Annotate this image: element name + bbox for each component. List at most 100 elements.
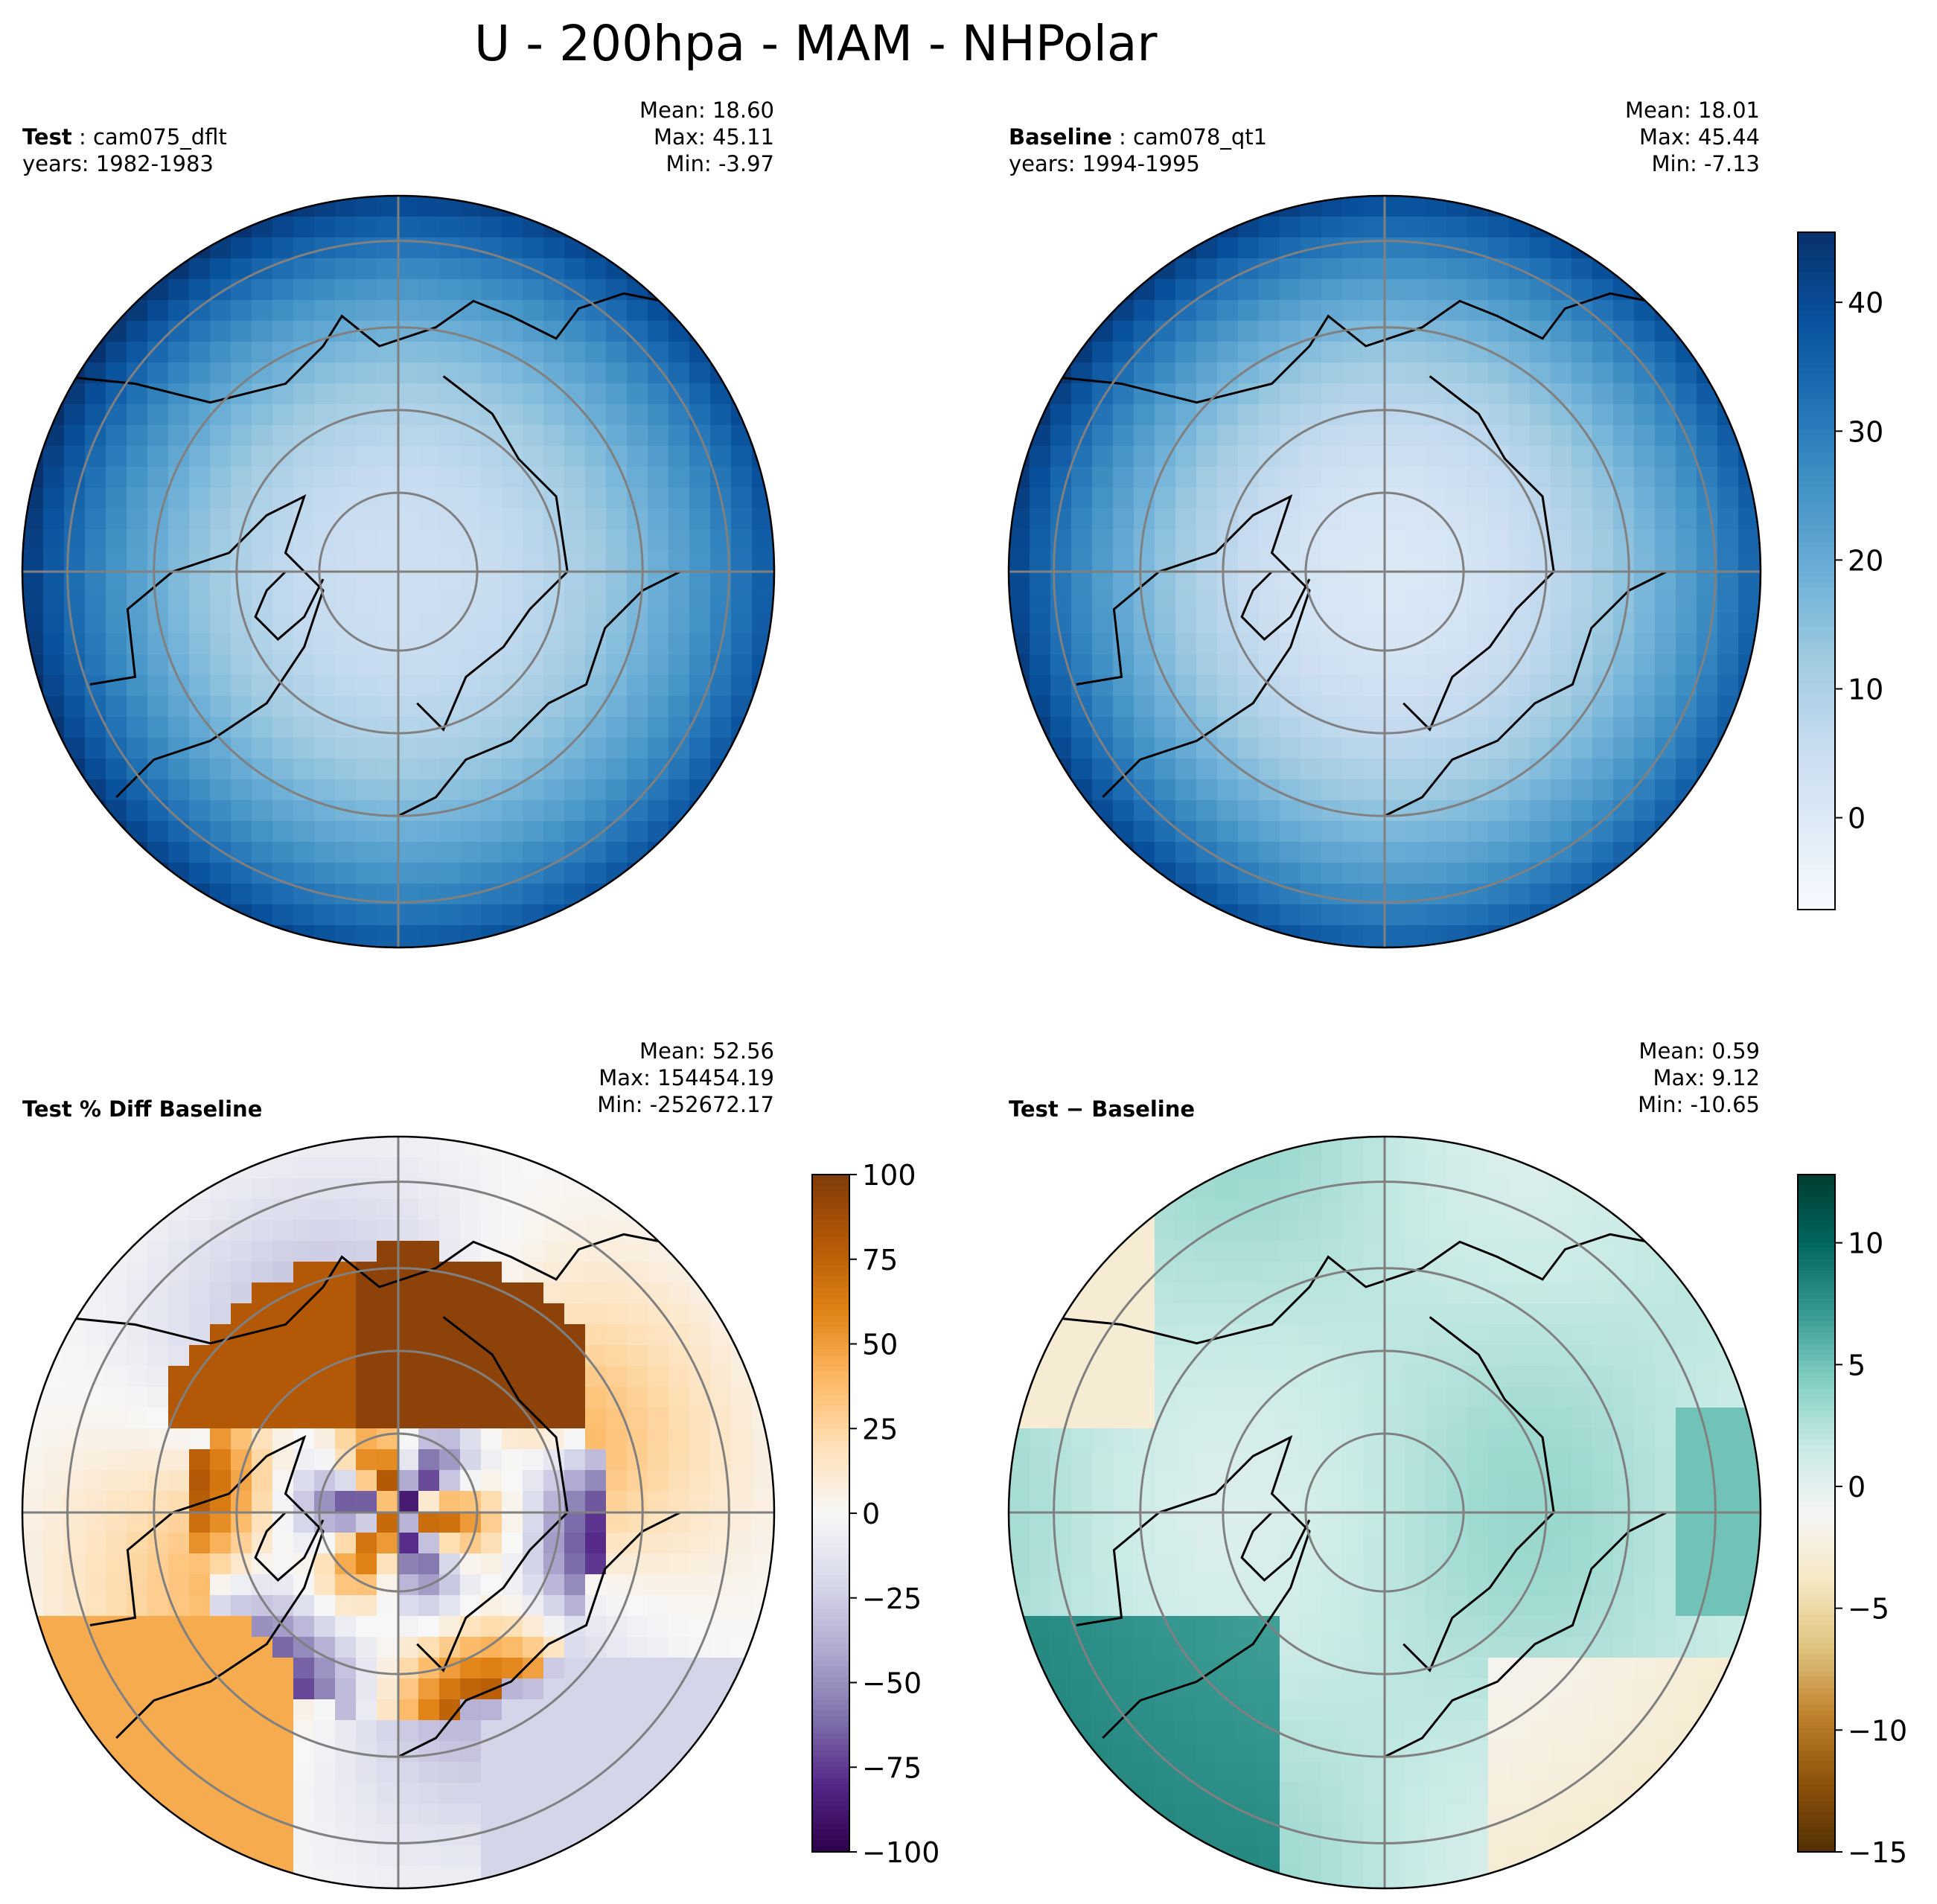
- heatmap-cell: [22, 571, 44, 592]
- heatmap-cell: [1446, 1157, 1468, 1179]
- heatmap-cell: [293, 1512, 315, 1533]
- heatmap-cell: [502, 300, 523, 322]
- heatmap-cell: [43, 1408, 65, 1429]
- heatmap-cell: [1134, 446, 1155, 467]
- heatmap-cell: [1301, 842, 1322, 863]
- heatmap-cell: [1113, 1408, 1135, 1429]
- heatmap-cell: [231, 1282, 252, 1304]
- colorbar-segment: [1798, 881, 1835, 888]
- heatmap-cell: [1571, 1553, 1593, 1575]
- heatmap-cell: [398, 592, 419, 613]
- heatmap-cell: [1634, 1324, 1656, 1346]
- heatmap-cell: [231, 675, 252, 697]
- heatmap-cell: [460, 1428, 482, 1450]
- heatmap-cell: [710, 1324, 732, 1346]
- heatmap-cell: [1113, 1262, 1135, 1283]
- heatmap-cell: [314, 1887, 336, 1888]
- heatmap-cell: [1030, 758, 1051, 780]
- heatmap-cell: [1530, 1741, 1551, 1763]
- heatmap-cell: [502, 904, 523, 926]
- heatmap-cell: [1467, 821, 1489, 843]
- heatmap-cell: [502, 1470, 523, 1492]
- heatmap-cell: [648, 446, 669, 467]
- pctdiff-label-bold: Test % Diff Baseline: [22, 1096, 263, 1122]
- heatmap-cell: [1217, 342, 1239, 363]
- heatmap-cell: [64, 696, 86, 718]
- heatmap-cell: [1655, 1428, 1676, 1450]
- heatmap-cell: [1301, 1678, 1322, 1700]
- heatmap-cell: [335, 1387, 357, 1408]
- heatmap-cell: [377, 1366, 398, 1387]
- heatmap-cell: [1175, 217, 1197, 238]
- heatmap-cell: [1050, 1637, 1072, 1658]
- heatmap-cell: [252, 1470, 273, 1492]
- heatmap-cell: [64, 1387, 86, 1408]
- heatmap-cell: [1342, 779, 1364, 801]
- heatmap-cell: [627, 1658, 648, 1679]
- heatmap-cell: [272, 1428, 294, 1450]
- heatmap-cell: [1530, 571, 1551, 592]
- heatmap-cell: [106, 842, 127, 863]
- heatmap-cell: [1530, 1137, 1551, 1158]
- heatmap-cell: [43, 592, 65, 613]
- heatmap-cell: [1634, 779, 1656, 801]
- colorbar-segment: [1798, 1417, 1835, 1424]
- heatmap-cell: [752, 592, 773, 613]
- heatmap-cell: [1321, 342, 1343, 363]
- heatmap-cell: [1446, 404, 1468, 426]
- heatmap-cell: [627, 446, 648, 467]
- heatmap-cell: [585, 758, 607, 780]
- heatmap-cell: [1592, 779, 1614, 801]
- heatmap-cell: [1113, 1449, 1135, 1471]
- colorbar-segment: [1798, 1321, 1835, 1328]
- colorbar-segment: [1798, 1632, 1835, 1638]
- heatmap-cell: [648, 1324, 669, 1346]
- heatmap-cell: [543, 1345, 565, 1367]
- heatmap-cell: [1155, 1553, 1176, 1575]
- heatmap-cell: [1259, 1428, 1280, 1450]
- heatmap-cell: [231, 571, 252, 592]
- colorbar-segment: [812, 1569, 849, 1576]
- heatmap-cell: [502, 1303, 523, 1325]
- colorbar-segment: [1798, 1197, 1835, 1204]
- heatmap-cell: [210, 1428, 232, 1450]
- heatmap-cell: [1530, 1345, 1551, 1367]
- heatmap-cell: [1467, 571, 1489, 592]
- heatmap-cell: [335, 654, 357, 676]
- heatmap-cell: [22, 717, 44, 738]
- heatmap-cell: [1509, 1137, 1531, 1158]
- heatmap-cell: [1321, 237, 1343, 259]
- heatmap-cell: [668, 1783, 690, 1804]
- heatmap-cell: [523, 1762, 544, 1783]
- colorbar-segment: [812, 1372, 849, 1379]
- heatmap-cell: [523, 1720, 544, 1742]
- heatmap-cell: [460, 1282, 482, 1304]
- heatmap-cell: [1301, 1137, 1322, 1158]
- heatmap-cell: [398, 1366, 419, 1387]
- heatmap-cell: [1759, 467, 1761, 488]
- heatmap-cell: [1467, 550, 1489, 572]
- heatmap-cell: [356, 1887, 377, 1888]
- heatmap-cell: [168, 1699, 190, 1721]
- heatmap-cell: [668, 488, 690, 509]
- heatmap-cell: [1446, 1866, 1468, 1888]
- heatmap-cell: [585, 717, 607, 738]
- heatmap-cell: [1092, 696, 1114, 718]
- heatmap-cell: [1363, 404, 1385, 426]
- colorbar-segment: [812, 1801, 849, 1807]
- heatmap-cell: [1363, 654, 1385, 676]
- heatmap-cell: [1259, 925, 1280, 947]
- heatmap-cell: [1155, 842, 1176, 863]
- heatmap-cell: [398, 1720, 419, 1742]
- heatmap-cell: [564, 1741, 586, 1763]
- heatmap-cell: [1488, 321, 1510, 342]
- heatmap-cell: [1571, 1345, 1593, 1367]
- heatmap-cell: [1634, 1804, 1656, 1825]
- heatmap-cell: [1092, 342, 1114, 363]
- heatmap-cell: [1113, 1303, 1135, 1325]
- heatmap-cell: [272, 696, 294, 718]
- heatmap-cell: [1488, 1699, 1510, 1721]
- heatmap-cell: [1717, 1491, 1739, 1512]
- heatmap-cell: [210, 217, 232, 238]
